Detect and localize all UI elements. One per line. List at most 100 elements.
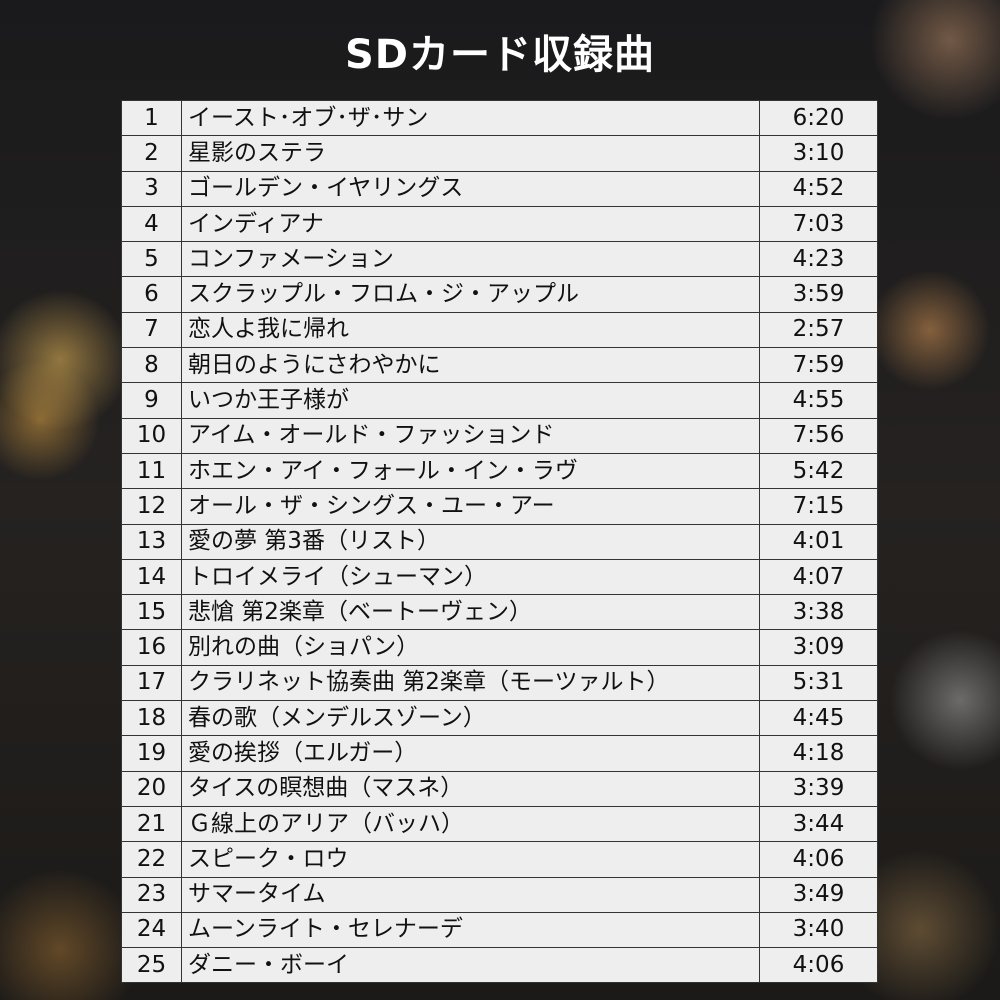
track-number: 19 [121,735,182,772]
track-duration: 5:42 [759,452,878,490]
table-row: 15 悲愴 第2楽章（ベートーヴェン） 3:38 [121,594,878,631]
track-number: 10 [121,417,182,454]
track-number: 12 [121,488,182,525]
track-number: 24 [121,911,182,949]
track-duration: 7:15 [759,488,878,525]
track-duration: 3:44 [759,805,878,843]
track-title: アイム・オールド・ファッションド [181,417,760,454]
table-row: 6 スクラップル・フロム・ジ・アップル 3:59 [121,276,878,313]
track-title: 春の歌（メンデルスゾーン） [181,700,760,737]
track-duration: 2:57 [759,311,878,349]
track-duration: 4:06 [759,947,878,984]
track-title: ゴールデン・イヤリングス [181,170,760,207]
table-row: 14 トロイメライ（シューマン） 4:07 [121,558,878,596]
track-duration: 4:52 [759,170,878,207]
track-duration: 3:10 [759,135,878,172]
table-row: 11 ホエン・アイ・フォール・イン・ラヴ 5:42 [121,452,878,490]
track-duration: 3:49 [759,876,878,913]
track-duration: 4:07 [759,558,878,596]
track-table: 1 イースト･オブ･ザ･サン 6:20 2 星影のステラ 3:10 3 ゴールデン・イヤリング… [121,99,878,984]
track-number: 1 [121,99,182,137]
track-number: 4 [121,205,182,243]
track-title: Ｇ線上のアリア（バッハ） [181,805,760,843]
track-duration: 4:06 [759,841,878,878]
track-duration: 3:39 [759,770,878,807]
table-row: 3 ゴールデン・イヤリングス 4:52 [121,170,878,207]
table-row: 13 愛の夢 第3番（リスト） 4:01 [121,523,878,560]
track-duration: 4:45 [759,700,878,737]
track-title: ダニー・ボーイ [181,947,760,984]
track-title: 悲愴 第2楽章（ベートーヴェン） [181,594,760,631]
track-duration: 3:38 [759,594,878,631]
track-duration: 5:31 [759,664,878,702]
track-title: オール・ザ・シングス・ユー・アー [181,488,760,525]
track-title: スクラップル・フロム・ジ・アップル [181,276,760,313]
track-number: 15 [121,594,182,631]
table-row: 10 アイム・オールド・ファッションド 7:56 [121,417,878,454]
track-number: 21 [121,805,182,843]
track-number: 6 [121,276,182,313]
table-row: 4 インディアナ 7:03 [121,205,878,243]
table-row: 7 恋人よ我に帰れ 2:57 [121,311,878,349]
table-row: 12 オール・ザ・シングス・ユー・アー 7:15 [121,488,878,525]
track-title: 星影のステラ [181,135,760,172]
track-duration: 7:03 [759,205,878,243]
track-title: いつか王子様が [181,382,760,419]
table-row: 20 タイスの瞑想曲（マスネ） 3:39 [121,770,878,807]
track-number: 9 [121,382,182,419]
track-duration: 4:55 [759,382,878,419]
track-title: 愛の夢 第3番（リスト） [181,523,760,560]
track-number: 23 [121,876,182,913]
track-number: 16 [121,629,182,666]
table-row: 5 コンファメーション 4:23 [121,241,878,278]
track-number: 2 [121,135,182,172]
track-title: ムーンライト・セレナーデ [181,911,760,949]
track-number: 17 [121,664,182,702]
track-number: 8 [121,347,182,384]
table-row: 17 クラリネット協奏曲 第2楽章（モーツァルト） 5:31 [121,664,878,702]
table-row: 8 朝日のようにさわやかに 7:59 [121,347,878,384]
track-number: 14 [121,558,182,596]
table-row: 1 イースト･オブ･ザ･サン 6:20 [121,99,878,137]
track-duration: 7:56 [759,417,878,454]
table-row: 25 ダニー・ボーイ 4:06 [121,947,878,984]
table-row: 19 愛の挨拶（エルガー） 4:18 [121,735,878,772]
table-row: 21 Ｇ線上のアリア（バッハ） 3:44 [121,805,878,843]
track-title: スピーク・ロウ [181,841,760,878]
table-row: 16 別れの曲（ショパン） 3:09 [121,629,878,666]
track-duration: 4:01 [759,523,878,560]
track-number: 20 [121,770,182,807]
track-title: 別れの曲（ショパン） [181,629,760,666]
track-duration: 3:40 [759,911,878,949]
track-duration: 6:20 [759,99,878,137]
track-title: インディアナ [181,205,760,243]
track-title: イースト･オブ･ザ･サン [181,99,760,137]
track-duration: 4:23 [759,241,878,278]
track-title: クラリネット協奏曲 第2楽章（モーツァルト） [181,664,760,702]
track-title: タイスの瞑想曲（マスネ） [181,770,760,807]
track-title: 恋人よ我に帰れ [181,311,760,349]
track-title: ホエン・アイ・フォール・イン・ラヴ [181,452,760,490]
track-title: サマータイム [181,876,760,913]
track-duration: 4:18 [759,735,878,772]
page-title: SDカード収録曲 [344,32,655,78]
table-row: 18 春の歌（メンデルスゾーン） 4:45 [121,700,878,737]
table-row: 9 いつか王子様が 4:55 [121,382,878,419]
track-title: 朝日のようにさわやかに [181,347,760,384]
table-row: 23 サマータイム 3:49 [121,876,878,913]
table-row: 2 星影のステラ 3:10 [121,135,878,172]
track-title: トロイメライ（シューマン） [181,558,760,596]
track-number: 5 [121,241,182,278]
table-row: 22 スピーク・ロウ 4:06 [121,841,878,878]
track-number: 18 [121,700,182,737]
track-number: 7 [121,311,182,349]
track-number: 25 [121,947,182,984]
table-row: 24 ムーンライト・セレナーデ 3:40 [121,911,878,949]
track-duration: 7:59 [759,347,878,384]
track-number: 11 [121,452,182,490]
track-number: 3 [121,170,182,207]
track-title: コンファメーション [181,241,760,278]
track-duration: 3:09 [759,629,878,666]
track-title: 愛の挨拶（エルガー） [181,735,760,772]
track-number: 13 [121,523,182,560]
